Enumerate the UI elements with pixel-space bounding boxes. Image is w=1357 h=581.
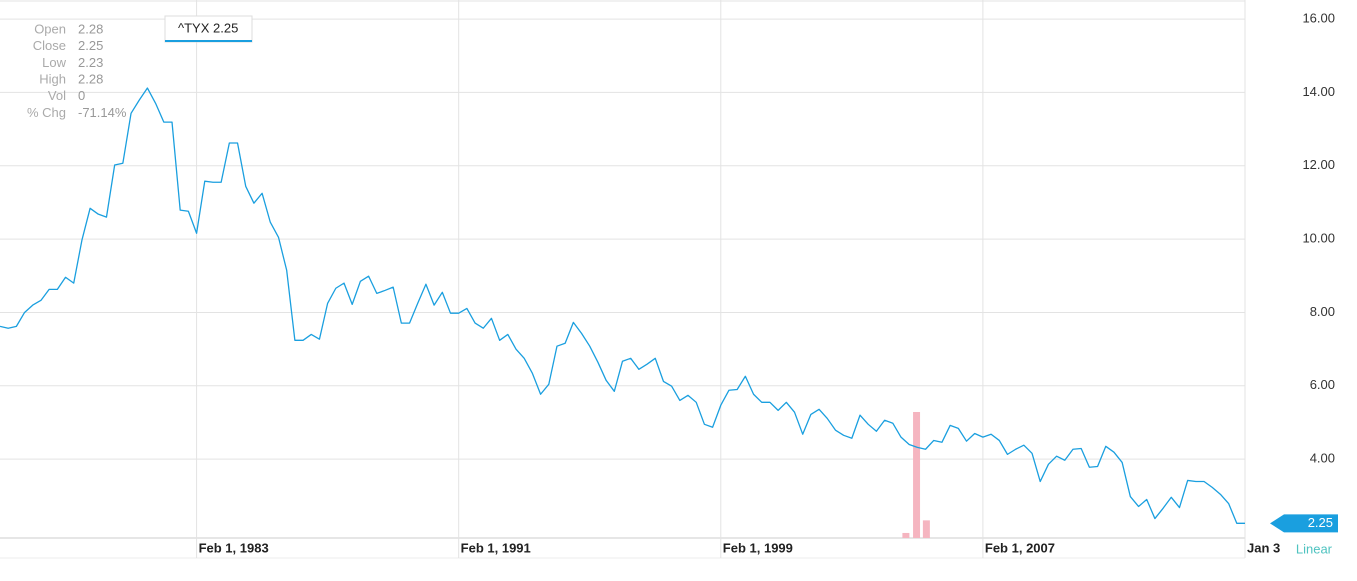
quote-label: Low bbox=[42, 55, 66, 70]
volume-bar bbox=[922, 520, 930, 538]
tooltip-box bbox=[164, 15, 253, 43]
x-tick-label: Feb 1, 1991 bbox=[461, 540, 531, 555]
quote-value: 2.28 bbox=[78, 21, 103, 36]
y-tick-label: 4.00 bbox=[1310, 451, 1335, 466]
x-tick-label: Feb 1, 1983 bbox=[199, 540, 269, 555]
quote-label: Vol bbox=[48, 88, 66, 103]
last-value-label: 2.25 bbox=[1308, 515, 1333, 530]
quote-value: 2.23 bbox=[78, 55, 103, 70]
quote-label: Open bbox=[34, 21, 66, 36]
y-tick-label: 16.00 bbox=[1302, 11, 1335, 26]
x-tick-label: Feb 1, 1999 bbox=[723, 540, 793, 555]
quote-label: % Chg bbox=[27, 105, 66, 120]
scale-label: Linear bbox=[1296, 541, 1333, 556]
x-tick-label: Feb 1, 2007 bbox=[985, 540, 1055, 555]
price-line bbox=[0, 87, 1245, 524]
y-tick-label: 14.00 bbox=[1302, 84, 1335, 99]
quote-value: 0 bbox=[78, 88, 85, 103]
quote-value: -71.14% bbox=[78, 105, 127, 120]
volume-bar bbox=[902, 532, 910, 538]
volume-bar bbox=[913, 412, 921, 538]
x-tick-label: Jan 3 bbox=[1247, 540, 1280, 555]
y-tick-label: 8.00 bbox=[1310, 304, 1335, 319]
y-tick-label: 6.00 bbox=[1310, 377, 1335, 392]
quote-value: 2.28 bbox=[78, 72, 103, 87]
quote-value: 2.25 bbox=[78, 38, 103, 53]
last-value-badge bbox=[1270, 514, 1338, 533]
y-tick-label: 12.00 bbox=[1302, 157, 1335, 172]
tooltip-text: ^TYX 2.25 bbox=[178, 20, 238, 35]
y-tick-label: 10.00 bbox=[1302, 231, 1335, 246]
quote-label: High bbox=[39, 72, 66, 87]
quote-label: Close bbox=[33, 38, 66, 53]
